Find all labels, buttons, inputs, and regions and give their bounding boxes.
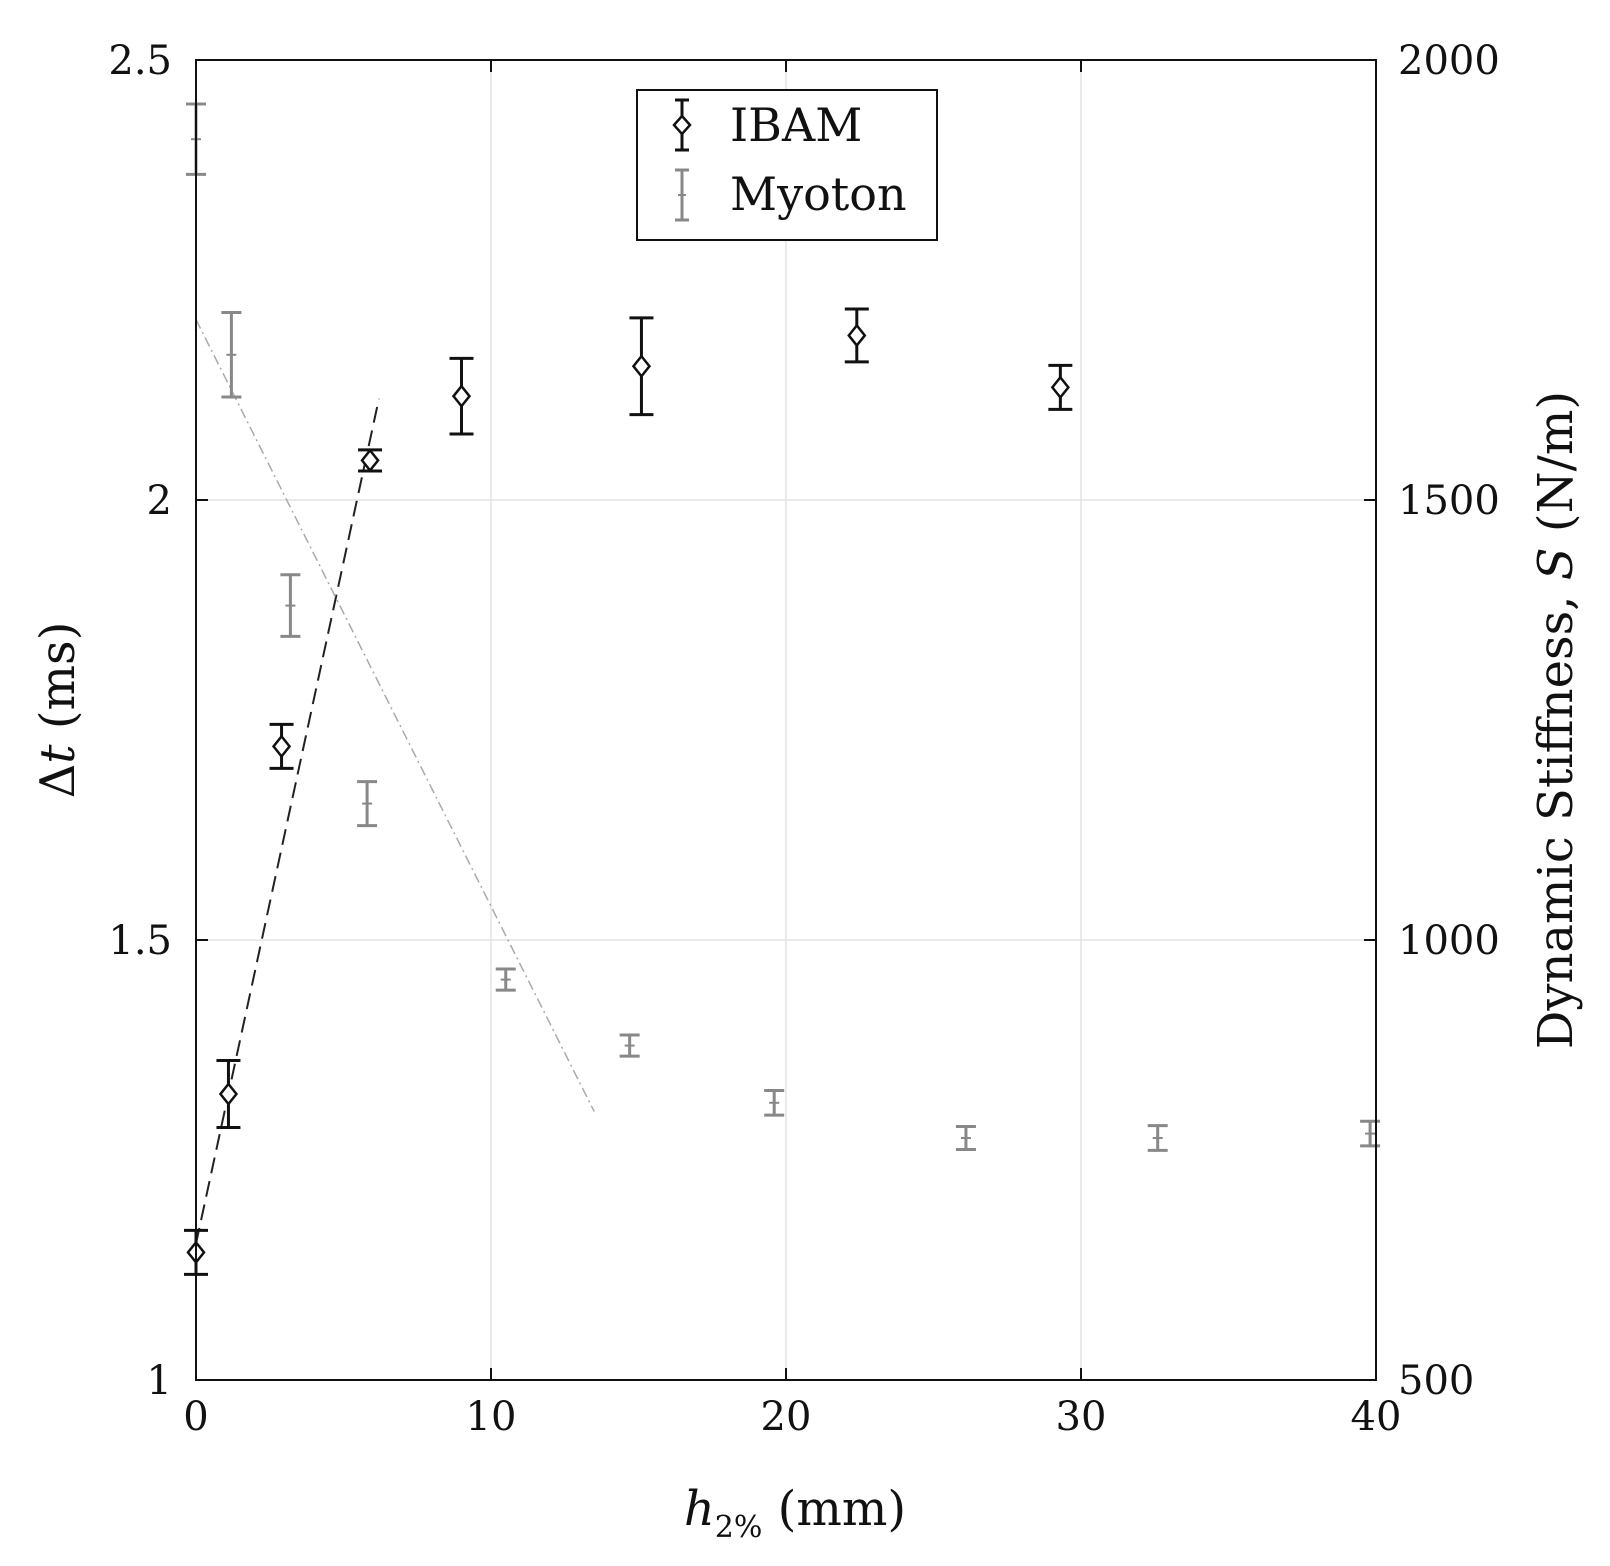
myoton-fit-line <box>195 319 595 1112</box>
ibam-marker <box>847 323 867 348</box>
legend-ibam-symbol <box>672 98 692 152</box>
ibam-data-point <box>844 307 869 364</box>
ibam-marker <box>1050 375 1070 400</box>
ibam-marker <box>271 734 292 759</box>
myoton-data-point <box>280 573 301 638</box>
x-axis-label: h2% (mm) <box>684 1481 906 1545</box>
y-right-tick-label: 500 <box>1398 1358 1474 1404</box>
legend-myoton-label: Myoton <box>730 167 907 221</box>
legend-myoton-symbol <box>675 168 689 222</box>
ibam-marker <box>360 448 380 473</box>
ibam-marker <box>451 384 472 409</box>
myoton-data-point <box>619 1033 640 1058</box>
y-left-tick-label: 1 <box>147 1358 172 1404</box>
myoton-data-point <box>221 311 242 399</box>
y-left-tick-label: 2 <box>147 478 172 524</box>
x-tick-label: 10 <box>466 1394 517 1440</box>
tick-layer: 0 10 20 30 40 1 1.5 2 2.5 500 1000 1500 2000 <box>108 38 1499 1440</box>
ibam-marker <box>631 354 652 379</box>
myoton-data-point <box>357 780 378 828</box>
ibam-data-point <box>269 722 294 770</box>
legend: IBAM Myoton <box>636 89 938 241</box>
ibam-fit-line <box>195 398 380 1244</box>
x-tick-label: 30 <box>1056 1394 1107 1440</box>
data-layer <box>184 102 1381 1276</box>
x-tick-label: 20 <box>761 1394 812 1440</box>
ibam-data-point <box>449 356 474 436</box>
myoton-data-point <box>1147 1124 1168 1152</box>
y-axis-right-label: Dynamic Stiffness, S (N/m) <box>1528 391 1584 1049</box>
ibam-data-point <box>358 448 383 473</box>
ibam-marker <box>218 1081 239 1107</box>
fit-layer <box>195 319 595 1244</box>
ibam-data-point <box>1048 363 1073 411</box>
ibam-data-point <box>629 316 654 417</box>
y-left-tick-label: 1.5 <box>108 918 172 964</box>
y-right-tick-label: 2000 <box>1398 38 1500 84</box>
y-axis-left-label: Δt (ms) <box>30 622 86 799</box>
myoton-data-point <box>1360 1119 1381 1148</box>
y-right-tick-label: 1000 <box>1398 918 1500 964</box>
legend-ibam-label: IBAM <box>730 98 862 152</box>
myoton-data-point <box>495 967 516 992</box>
legend-box <box>636 89 938 241</box>
y-left-tick-label: 2.5 <box>108 38 172 84</box>
x-tick-label: 40 <box>1351 1394 1402 1440</box>
y-right-tick-label: 1500 <box>1398 478 1500 524</box>
grid-layer <box>195 59 1377 1381</box>
myoton-data-point <box>955 1125 976 1151</box>
myoton-data-point <box>764 1088 785 1117</box>
ibam-data-point <box>216 1059 241 1129</box>
x-tick-label: 0 <box>183 1394 208 1440</box>
